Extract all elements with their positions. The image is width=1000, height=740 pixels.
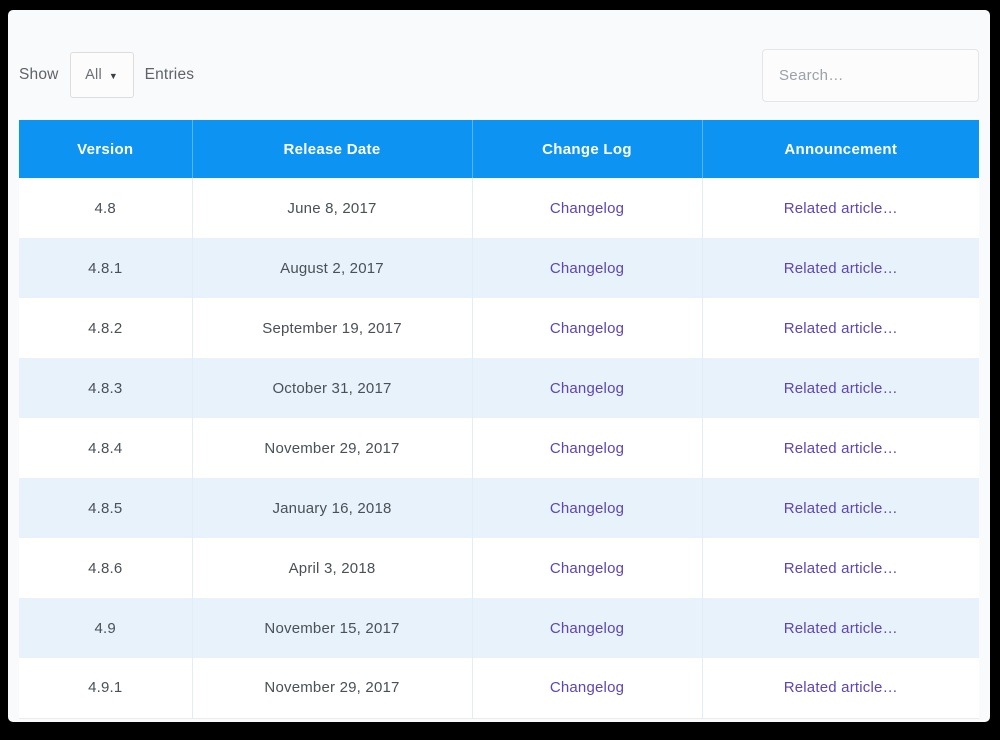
table-toolbar: Show All ▼ Entries — [8, 10, 990, 120]
table-header-row: Version Release Date Change Log Announce… — [19, 120, 979, 178]
announcement-cell: Related article… — [701, 298, 979, 358]
announcement-link[interactable]: Related article… — [783, 499, 898, 517]
changelog-link[interactable]: Changelog — [549, 319, 625, 337]
changelog-cell: Changelog — [471, 178, 702, 238]
announcement-link[interactable]: Related article… — [783, 199, 898, 217]
table-row: 4.8.2 September 19, 2017 Changelog Related … — [19, 298, 979, 358]
changelog-cell: Changelog — [471, 418, 702, 478]
show-label: Show — [19, 66, 59, 83]
changelog-link[interactable]: Changelog — [549, 379, 625, 397]
changelog-cell: Changelog — [471, 538, 702, 598]
table-row: 4.8.1 August 2, 2017 Changelog Related arti… — [19, 238, 979, 298]
table-row: 4.8 June 8, 2017 Changelog Related article… — [19, 178, 979, 238]
table-row: 4.8.6 April 3, 2018 Changelog Related artic… — [19, 538, 979, 598]
announcement-link[interactable]: Related article… — [783, 259, 898, 277]
changelog-link[interactable]: Changelog — [549, 559, 625, 577]
changelog-link[interactable]: Changelog — [549, 619, 625, 637]
announcement-cell: Related article… — [701, 658, 979, 718]
changelog-cell: Changelog — [471, 358, 702, 418]
changelog-cell: Changelog — [471, 238, 702, 298]
release-date-cell: January 16, 2018 — [191, 478, 472, 538]
release-date-cell: November 29, 2017 — [191, 658, 472, 718]
table-row: 4.8.5 January 16, 2018 Changelog Related ar… — [19, 478, 979, 538]
announcement-cell: Related article… — [701, 358, 979, 418]
version-cell: 4.8.1 — [19, 238, 192, 298]
changelog-panel: Show All ▼ Entries Version Release Date … — [8, 10, 990, 722]
announcement-link[interactable]: Related article… — [783, 679, 898, 697]
entries-label: Entries — [144, 66, 195, 83]
table-row: 4.9 November 15, 2017 Changelog Related art… — [19, 598, 979, 658]
changelog-link[interactable]: Changelog — [549, 259, 625, 277]
changelog-cell: Changelog — [471, 298, 702, 358]
version-cell: 4.8.4 — [19, 418, 192, 478]
version-cell: 4.8 — [19, 178, 192, 238]
changelog-cell: Changelog — [471, 658, 702, 718]
release-date-cell: November 29, 2017 — [191, 418, 472, 478]
version-cell: 4.8.3 — [19, 358, 192, 418]
release-date-cell: August 2, 2017 — [191, 238, 472, 298]
announcement-link[interactable]: Related article… — [783, 559, 898, 577]
col-header-release-date[interactable]: Release Date — [191, 120, 472, 178]
version-cell: 4.9 — [19, 598, 192, 658]
version-cell: 4.8.2 — [19, 298, 192, 358]
changelog-link[interactable]: Changelog — [549, 199, 625, 217]
versions-table: Version Release Date Change Log Announce… — [19, 120, 979, 719]
release-date-cell: September 19, 2017 — [191, 298, 472, 358]
announcement-link[interactable]: Related article… — [783, 319, 898, 337]
release-date-cell: April 3, 2018 — [191, 538, 472, 598]
changelog-link[interactable]: Changelog — [549, 499, 625, 517]
version-cell: 4.8.5 — [19, 478, 192, 538]
announcement-cell: Related article… — [701, 178, 979, 238]
col-header-change-log[interactable]: Change Log — [471, 120, 702, 178]
changelog-cell: Changelog — [471, 598, 702, 658]
table-row: 4.8.4 November 29, 2017 Changelog Related a… — [19, 418, 979, 478]
col-header-version[interactable]: Version — [19, 120, 192, 178]
table-row: 4.9.1 November 29, 2017 Changelog Related a… — [19, 658, 979, 718]
announcement-cell: Related article… — [701, 598, 979, 658]
version-cell: 4.9.1 — [19, 658, 192, 718]
announcement-link[interactable]: Related article… — [783, 439, 898, 457]
changelog-link[interactable]: Changelog — [549, 679, 625, 697]
col-header-announcement[interactable]: Announcement — [701, 120, 979, 178]
announcement-cell: Related article… — [701, 478, 979, 538]
page-length-value: All — [85, 67, 102, 83]
announcement-link[interactable]: Related article… — [783, 619, 898, 637]
announcement-cell: Related article… — [701, 538, 979, 598]
page-length-select[interactable]: All ▼ — [69, 52, 134, 98]
table-row: 4.8.3 October 31, 2017 Changelog Related ar… — [19, 358, 979, 418]
caret-down-icon: ▼ — [108, 70, 118, 81]
release-date-cell: June 8, 2017 — [191, 178, 472, 238]
announcement-cell: Related article… — [701, 238, 979, 298]
version-cell: 4.8.6 — [19, 538, 192, 598]
announcement-cell: Related article… — [701, 418, 979, 478]
announcement-link[interactable]: Related article… — [783, 379, 898, 397]
release-date-cell: October 31, 2017 — [191, 358, 472, 418]
release-date-cell: November 15, 2017 — [191, 598, 472, 658]
page-length-control: Show All ▼ Entries — [19, 52, 194, 98]
changelog-link[interactable]: Changelog — [549, 439, 625, 457]
changelog-cell: Changelog — [471, 478, 702, 538]
search-input[interactable] — [762, 48, 979, 102]
table-body: 4.8 June 8, 2017 Changelog Related article…… — [19, 178, 979, 718]
